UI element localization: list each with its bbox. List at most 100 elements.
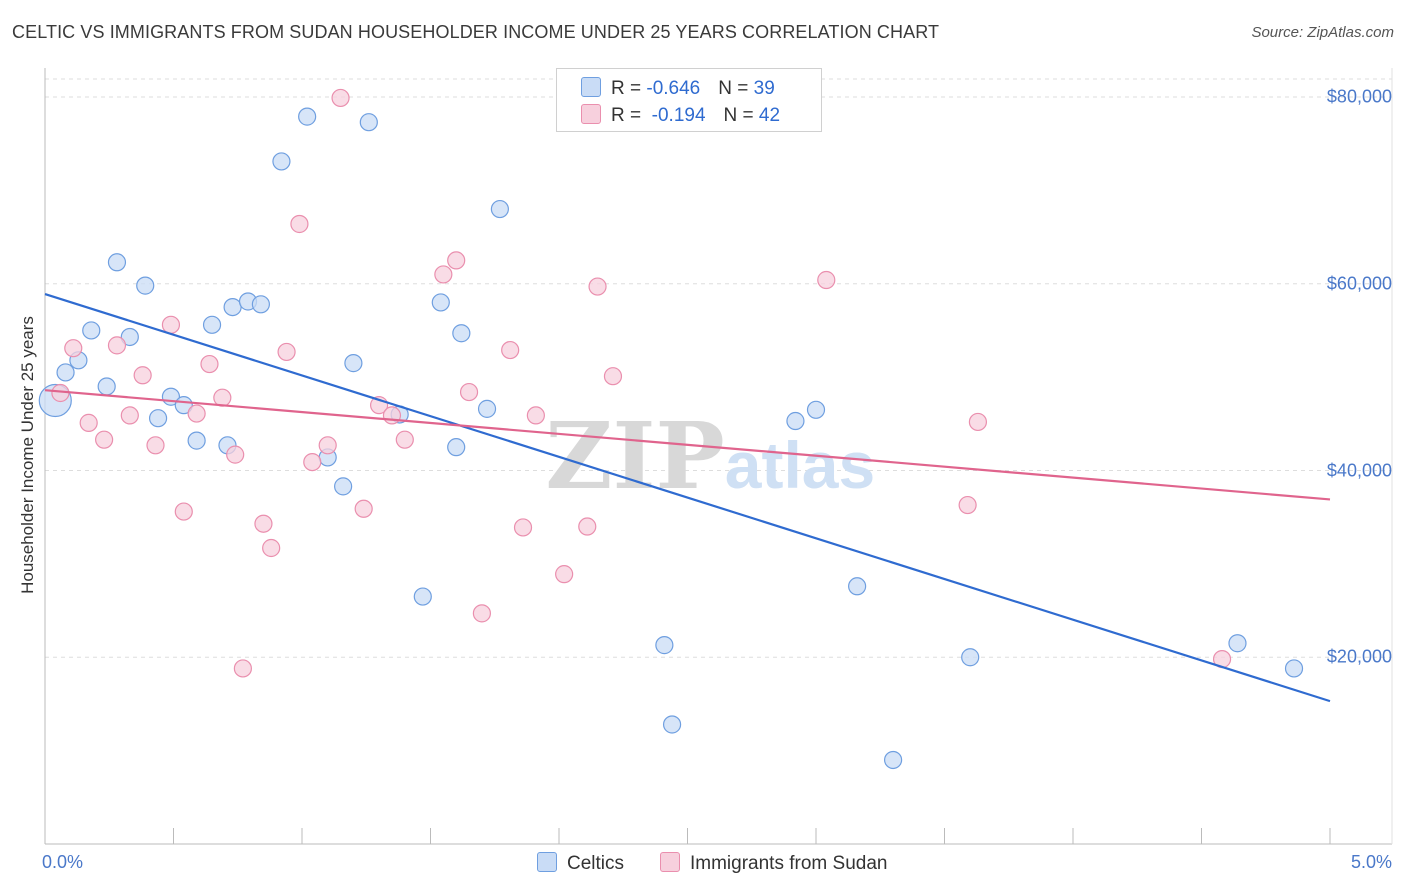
grid bbox=[45, 78, 1392, 658]
sudan-point bbox=[588, 277, 607, 296]
sudan-point bbox=[146, 436, 165, 455]
sudan-point bbox=[382, 406, 402, 425]
celtics-point bbox=[136, 276, 155, 295]
y-tick-label: $40,000 bbox=[1326, 460, 1392, 480]
sudan-point bbox=[434, 265, 453, 284]
sudan-legend-label: Immigrants from Sudan bbox=[690, 853, 888, 874]
celtics-point bbox=[56, 363, 75, 382]
celtics-point bbox=[431, 293, 450, 312]
celtics-point bbox=[202, 315, 222, 334]
watermark: ZIP atlas bbox=[545, 402, 875, 510]
x-tick-label-max: 5.0% bbox=[1350, 852, 1392, 872]
r-label: R = bbox=[611, 78, 647, 99]
sudan-point bbox=[95, 430, 114, 449]
celtics-point bbox=[806, 400, 826, 419]
sudan-point bbox=[213, 388, 232, 407]
celtics-point bbox=[477, 399, 497, 418]
sudan-point bbox=[254, 514, 273, 533]
sudan-point bbox=[303, 452, 322, 472]
sudan-point bbox=[262, 538, 281, 558]
sudan-point bbox=[174, 502, 193, 521]
celtics-point bbox=[961, 648, 980, 667]
n-value: 42 bbox=[758, 105, 781, 126]
celtics-point bbox=[848, 577, 867, 596]
celtics-point bbox=[148, 409, 168, 428]
sudan-point bbox=[395, 430, 414, 449]
y-axis-label: Householder Income Under 25 years bbox=[18, 316, 37, 594]
sudan-point bbox=[447, 251, 466, 270]
celtics-point bbox=[120, 327, 139, 347]
celtics-legend-label: Celtics bbox=[567, 853, 625, 874]
sudan-point bbox=[120, 406, 139, 425]
celtics-point bbox=[1228, 634, 1247, 653]
celtics-point bbox=[413, 587, 432, 606]
sudan-trend-line bbox=[44, 389, 1331, 501]
celtics-point bbox=[187, 431, 206, 450]
y-tick-label: $60,000 bbox=[1326, 273, 1392, 294]
celtics-point bbox=[251, 295, 270, 314]
sudan-point bbox=[603, 367, 623, 386]
sudan-point bbox=[501, 340, 520, 360]
data-points bbox=[38, 88, 1304, 770]
n-value: 39 bbox=[753, 78, 775, 99]
legend-row-celtics: R = -0.646 N = 39 bbox=[581, 77, 775, 100]
y-tick-label: $80,000 bbox=[1326, 86, 1392, 107]
chart-title: CELTIC VS IMMIGRANTS FROM SUDAN HOUSEHOL… bbox=[12, 22, 940, 42]
legend-item-celtics: Celtics bbox=[537, 852, 624, 875]
sudan-legend-swatch bbox=[660, 852, 680, 872]
sudan-point bbox=[107, 336, 127, 355]
sudan-point bbox=[968, 412, 988, 432]
sudan-point bbox=[526, 406, 545, 425]
watermark-zip: ZIP bbox=[545, 402, 724, 510]
celtics-point bbox=[452, 324, 471, 343]
sudan-point bbox=[161, 315, 181, 334]
celtics-point bbox=[334, 477, 353, 496]
legend-row-sudan: R = -0.194 N = 42 bbox=[581, 104, 780, 127]
sudan-swatch bbox=[581, 104, 601, 124]
sudan-point bbox=[233, 659, 252, 678]
sudan-point bbox=[578, 517, 597, 536]
sudan-point bbox=[354, 499, 373, 518]
sudan-point bbox=[459, 382, 479, 402]
sudan-point bbox=[513, 518, 533, 537]
r-label: R = bbox=[611, 105, 647, 126]
celtics-point bbox=[786, 411, 805, 431]
sudan-point bbox=[817, 270, 836, 290]
sudan-point bbox=[226, 445, 245, 464]
sudan-point bbox=[331, 88, 350, 108]
n-label: N = bbox=[723, 105, 759, 126]
sudan-point bbox=[290, 214, 309, 234]
legend-item-sudan: Immigrants from Sudan bbox=[660, 852, 887, 875]
r-value: -0.646 bbox=[646, 78, 701, 99]
celtics-point bbox=[107, 253, 127, 272]
sudan-point bbox=[472, 604, 491, 623]
sudan-point bbox=[133, 366, 152, 385]
celtics-swatch bbox=[581, 77, 601, 97]
correlation-legend: R = -0.646 N = 39 R = -0.194 N = 42 bbox=[556, 68, 822, 132]
r-value: -0.194 bbox=[646, 105, 706, 126]
celtics-point bbox=[447, 438, 466, 457]
sudan-point bbox=[277, 342, 296, 362]
celtics-legend-swatch bbox=[537, 852, 557, 872]
y-tick-label: $20,000 bbox=[1326, 646, 1392, 667]
axes bbox=[44, 68, 1393, 845]
watermark-atlas: atlas bbox=[725, 428, 875, 502]
sudan-point bbox=[555, 565, 574, 584]
celtics-point bbox=[344, 354, 363, 373]
celtics-point bbox=[883, 750, 903, 770]
sudan-point bbox=[958, 495, 977, 515]
celtics-point bbox=[82, 321, 101, 340]
celtics-point bbox=[662, 715, 682, 734]
celtics-trend-line bbox=[44, 292, 1331, 703]
sudan-point bbox=[318, 436, 337, 455]
trend-lines bbox=[44, 292, 1331, 703]
x-tick-label-min: 0.0% bbox=[42, 852, 84, 872]
source-label: Source: ZipAtlas.com bbox=[1251, 24, 1394, 41]
celtics-point bbox=[223, 297, 242, 317]
celtics-point bbox=[359, 113, 378, 132]
sudan-point bbox=[64, 339, 83, 358]
sudan-point bbox=[79, 413, 98, 432]
celtics-point bbox=[1284, 659, 1304, 678]
celtics-point bbox=[655, 636, 674, 655]
celtics-point bbox=[490, 199, 509, 219]
